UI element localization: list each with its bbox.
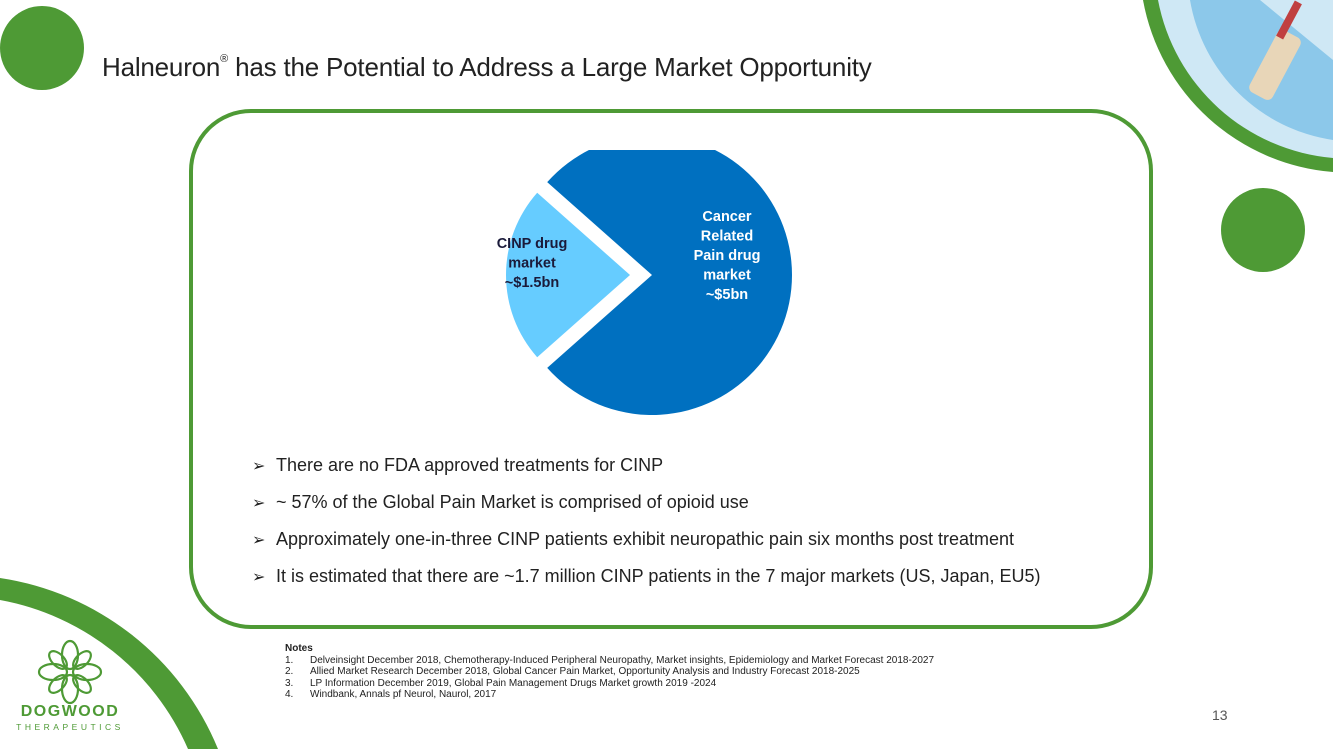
note-number: 3. [285,677,294,689]
notes-heading: Notes [285,643,313,654]
pie-label-cinp: ~$1.5bn [505,275,559,291]
logo-name: DOGWOOD [20,703,120,720]
bullet-item: ➢ ~ 57% of the Global Pain Market is comp… [252,492,1041,529]
slide-title-main: Halneuron [102,52,221,82]
slide-title-rest: has the Potential to Address a Large Mar… [228,52,872,82]
page-number: 13 [1212,707,1228,723]
pie-slice-cancer-pain [547,150,792,415]
bullet-text: ~ 57% of the Global Pain Market is compr… [276,492,749,512]
pie-label-cancer-pain: Related [701,229,753,245]
arrow-bullet-icon: ➢ [252,569,266,586]
decor-photo-top-right [1143,0,1333,172]
bullet-item: ➢ It is estimated that there are ~1.7 mil… [252,566,1041,603]
registered-mark: ® [220,53,229,66]
pie-label-cinp: market [508,256,556,272]
decor-circle-right [1221,188,1305,272]
logo-icon [37,639,103,705]
arrow-bullet-icon: ➢ [252,458,266,475]
note-text: Delveinsight December 2018, Chemotherapy… [310,654,935,666]
bullet-item: ➢ Approximately one-in-three CINP patient… [252,529,1041,566]
bullet-list: ➢ There are no FDA approved treatments fo… [252,455,1041,603]
bullet-text: Approximately one-in-three CINP patients… [276,529,1015,549]
bullet-item: ➢ There are no FDA approved treatments fo… [252,455,1041,492]
note-item: 2. Allied Market Research December 2018, … [285,666,934,678]
notes-section: Notes 1. Delveinsight December 2018, Chem… [285,643,934,701]
logo-tagline: THERAPEUTICS [16,722,124,732]
note-text: LP Information December 2019, Global Pai… [310,677,717,689]
pie-label-cancer-pain: ~$5bn [706,287,748,303]
slide-title: Halneuron® has the Potential to Address … [102,52,872,83]
pie-label-cinp: CINP drug [497,236,568,252]
pie-slice-cinp [506,192,630,358]
decor-circle-top-left [0,6,84,90]
pie-label-cancer-pain: Pain drug [694,248,761,264]
note-number: 1. [285,654,294,666]
note-item: 1. Delveinsight December 2018, Chemothera… [285,655,934,667]
bullet-text: It is estimated that there are ~1.7 mill… [276,566,1041,586]
note-item: 4. Windbank, Annals pf Neurol, Naurol, 20… [285,689,934,701]
note-number: 2. [285,666,294,677]
decor-arc-bottom-left [0,578,218,749]
pie-label-cancer-pain: market [703,268,751,284]
note-text: Windbank, Annals pf Neurol, Naurol, 2017 [310,689,497,700]
note-text: Allied Market Research December 2018, Gl… [310,666,860,677]
company-logo-text: DOGWOOD THERAPEUTICS [12,703,128,732]
arrow-bullet-icon: ➢ [252,495,266,512]
note-number: 4. [285,689,294,700]
bullet-text: There are no FDA approved treatments for… [276,455,664,475]
arrow-bullet-icon: ➢ [252,532,266,549]
content-panel [189,109,1153,629]
pie-label-cancer-pain: Cancer [702,209,752,225]
note-item: 3. LP Information December 2019, Global P… [285,678,934,690]
market-pie-chart: Cancer Related Pain drug market ~$5bn CINP dr… [497,150,792,415]
